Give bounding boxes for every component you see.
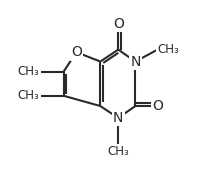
Text: CH₃: CH₃ xyxy=(158,43,179,56)
Text: CH₃: CH₃ xyxy=(107,145,129,158)
Text: CH₃: CH₃ xyxy=(18,89,40,102)
Text: O: O xyxy=(71,45,82,59)
Text: N: N xyxy=(113,111,124,125)
Text: O: O xyxy=(152,99,163,113)
Text: CH₃: CH₃ xyxy=(18,65,40,78)
Text: N: N xyxy=(130,55,141,69)
Text: O: O xyxy=(113,17,124,31)
